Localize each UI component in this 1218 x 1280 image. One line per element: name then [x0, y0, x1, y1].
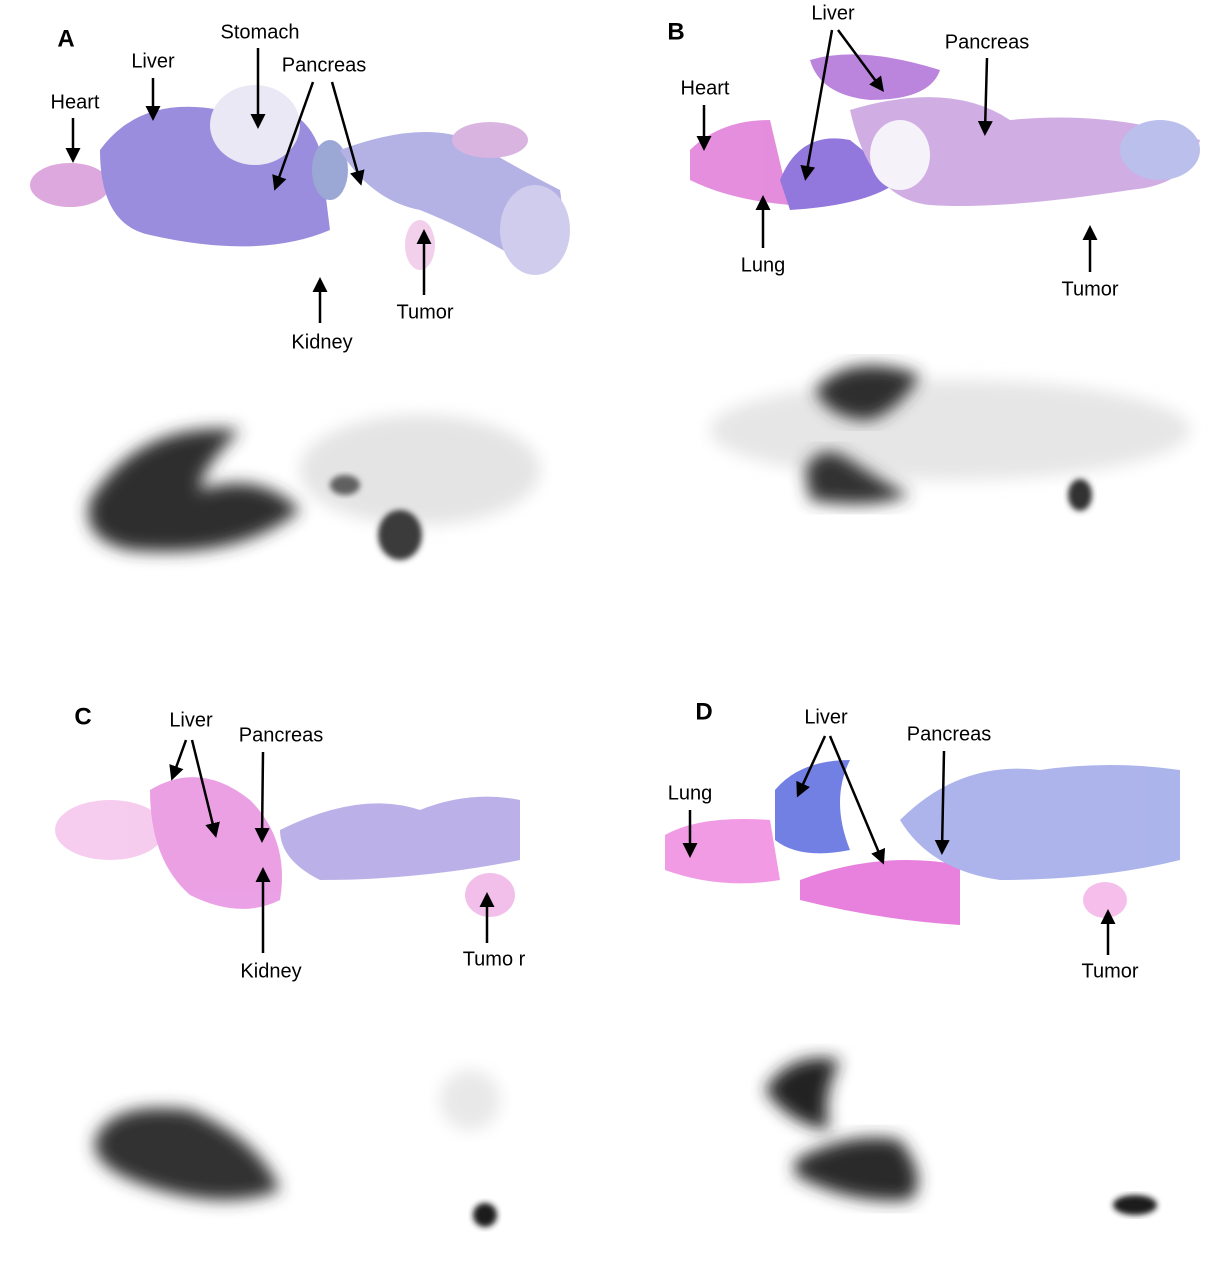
panel-letter: C	[74, 703, 91, 730]
organ-label: Stomach	[221, 21, 300, 43]
organ-label: Liver	[131, 50, 175, 72]
organ-label: Liver	[811, 2, 855, 24]
organ-label: Pancreas	[239, 724, 324, 746]
organ-label: Heart	[51, 91, 100, 113]
arrows	[65, 29, 1116, 955]
organ-label: Tumor	[1061, 278, 1118, 300]
tissue-section-d	[665, 760, 1180, 925]
organ-label: Kidney	[291, 331, 352, 353]
tissue-section-a	[30, 85, 570, 275]
organ-label: Heart	[681, 77, 730, 99]
organ-label: Kidney	[240, 960, 301, 982]
organ-label: Tumor	[1081, 960, 1138, 982]
panel-letter: B	[667, 18, 684, 45]
autoradiograph-a	[88, 415, 540, 560]
organ-label: Pancreas	[945, 31, 1030, 53]
organ-label: Tumo r	[463, 948, 526, 970]
organ-label: Liver	[169, 709, 213, 731]
autoradiograph-c	[94, 1070, 500, 1227]
organ-label: Lung	[668, 782, 713, 804]
organ-label: Pancreas	[282, 54, 367, 76]
tissue-section-c	[55, 777, 520, 917]
organ-label: Lung	[741, 254, 786, 276]
panel-letter: A	[57, 25, 74, 52]
panel-letter: D	[695, 698, 712, 725]
organ-label: Pancreas	[907, 723, 992, 745]
labels: A Heart Liver Stomach Pancreas Kidney Tu…	[51, 2, 1139, 982]
organ-label: Tumor	[396, 301, 453, 323]
autoradiograph-b	[710, 365, 1190, 511]
tissue-section-b	[690, 54, 1200, 210]
autoradiograph-d	[765, 1058, 1157, 1215]
organ-label: Liver	[804, 706, 848, 728]
